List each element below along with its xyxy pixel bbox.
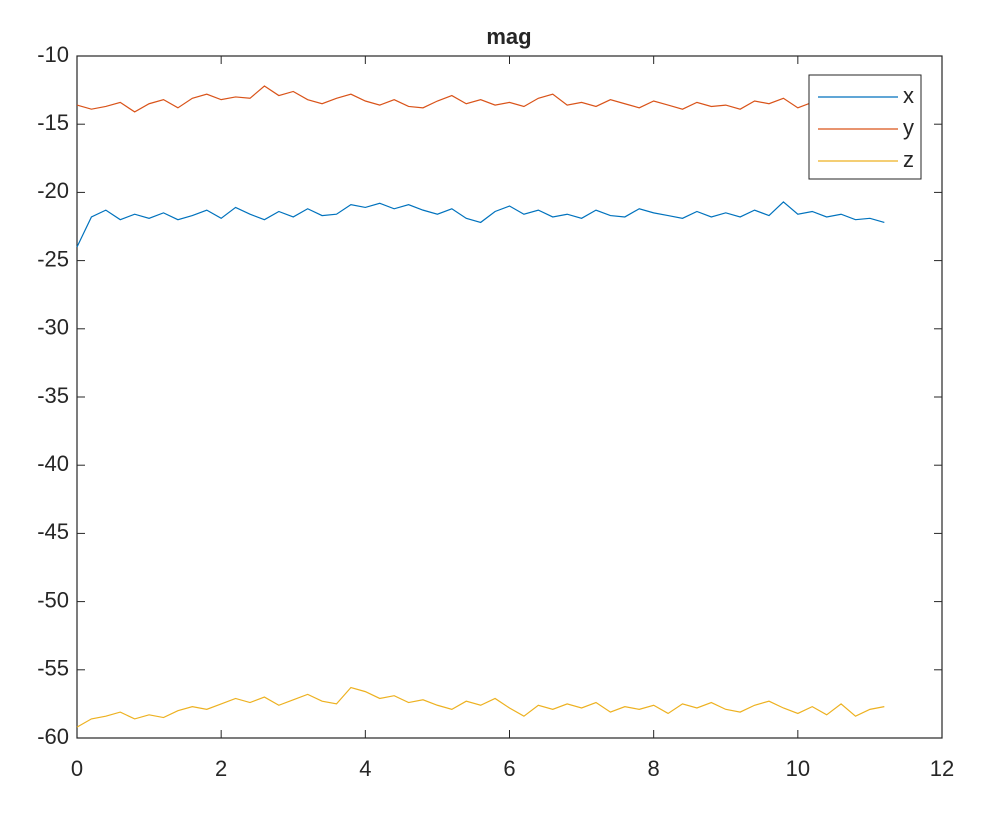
x-tick-label: 0 [71, 756, 83, 781]
x-tick-label: 2 [215, 756, 227, 781]
x-tick-label: 8 [648, 756, 660, 781]
legend-label: z [903, 147, 914, 172]
y-tick-label: -45 [37, 519, 69, 544]
y-tick-label: -30 [37, 315, 69, 340]
y-tick-label: -15 [37, 110, 69, 135]
legend-label: x [903, 83, 914, 108]
chart-title: mag [486, 24, 531, 49]
x-tick-label: 10 [786, 756, 810, 781]
x-tick-label: 12 [930, 756, 954, 781]
legend-box [808, 74, 922, 180]
y-tick-label: -35 [37, 383, 69, 408]
data-line [76, 201, 885, 248]
legend-label: y [903, 115, 914, 140]
x-tick-label: 4 [359, 756, 371, 781]
y-tick-label: -50 [37, 587, 69, 612]
y-tick-label: -10 [37, 42, 69, 67]
axes-box [76, 55, 943, 739]
data-line [76, 85, 885, 113]
y-tick-label: -40 [37, 451, 69, 476]
y-tick-label: -55 [37, 656, 69, 681]
x-tick-label: 6 [503, 756, 515, 781]
y-tick-label: -60 [37, 724, 69, 749]
y-tick-label: -20 [37, 178, 69, 203]
data-line [76, 686, 885, 728]
y-tick-label: -25 [37, 246, 69, 271]
